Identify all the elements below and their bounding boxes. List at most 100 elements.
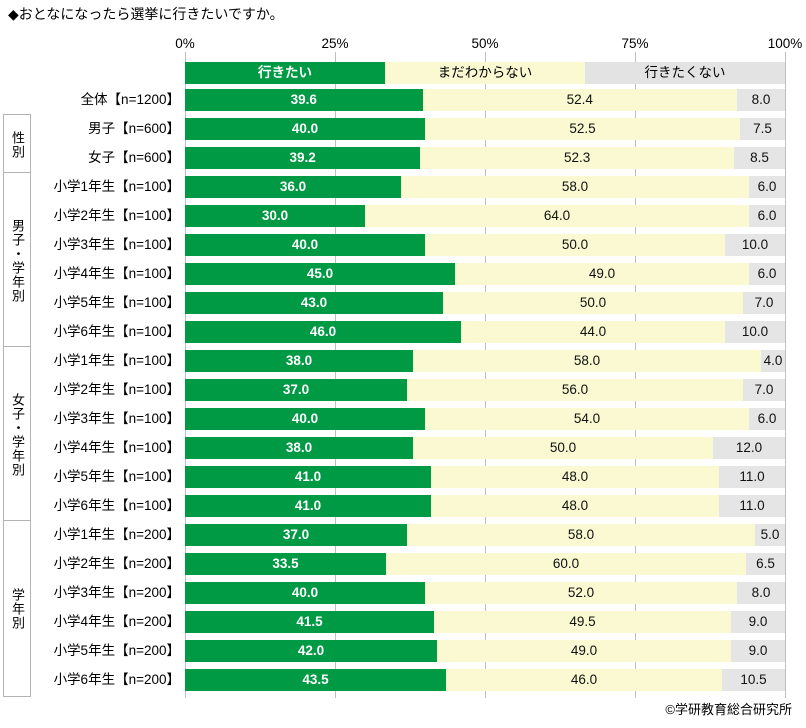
gridline-50 — [485, 52, 486, 698]
bar-segment-2: 11.0 — [719, 495, 785, 517]
bar-value: 10.0 — [741, 237, 769, 252]
bar-segment-1: 49.0 — [437, 640, 731, 662]
bar-value: 6.0 — [757, 208, 777, 223]
bar-value: 6.0 — [757, 411, 777, 426]
bar-segment-1: 44.0 — [461, 321, 725, 343]
group-label-box: 学年別 — [3, 520, 31, 697]
bar-value: 45.0 — [306, 266, 334, 281]
bar-segment-0: 41.5 — [185, 611, 434, 633]
group-label-box: 女子・学年別 — [3, 346, 31, 523]
bar-segment-1: 58.0 — [407, 524, 755, 546]
bar-value: 48.0 — [561, 469, 589, 484]
bar-value: 37.0 — [282, 527, 310, 542]
bar-segment-1: 58.0 — [413, 350, 761, 372]
bar-value: 11.0 — [739, 469, 765, 484]
row-label: 小学2年生【n=100】 — [53, 382, 180, 397]
row-label: 小学3年生【n=100】 — [53, 237, 180, 252]
row-label: 小学5年生【n=100】 — [53, 295, 180, 310]
bar-segment-2: 10.0 — [725, 321, 785, 343]
bar-segment-0: 37.0 — [185, 524, 407, 546]
bar-value: 54.0 — [573, 411, 601, 426]
row-label: 小学3年生【n=200】 — [53, 585, 180, 600]
bar-value: 49.0 — [588, 266, 616, 281]
bar-segment-2: 6.0 — [749, 176, 785, 198]
bar-value: 58.0 — [561, 179, 589, 194]
bar-segment-0: 40.0 — [185, 408, 425, 430]
group-label: 男子・学年別 — [10, 218, 25, 303]
bar-value: 49.5 — [569, 614, 596, 629]
bar-value: 36.0 — [279, 179, 307, 194]
bar-value: 7.0 — [754, 382, 774, 397]
copyright: ©学研教育総合研究所 — [665, 702, 792, 717]
bar-value: 10.0 — [741, 324, 769, 339]
bar-value: 52.4 — [566, 92, 593, 107]
bar-value: 49.0 — [570, 643, 598, 658]
bar-value: 42.0 — [297, 643, 325, 658]
bar-value: 46.0 — [309, 324, 337, 339]
chart-title: ◆おとなになったら選挙に行きたいですか。 — [8, 6, 284, 22]
bar-value: 44.0 — [579, 324, 607, 339]
bar-segment-0: 36.0 — [185, 176, 401, 198]
bar-value: 7.0 — [754, 295, 774, 310]
bar-segment-1: 52.3 — [420, 147, 734, 169]
bar-segment-1: 48.0 — [431, 495, 719, 517]
row-label: 小学6年生【n=100】 — [53, 498, 180, 513]
bar-segment-0: 46.0 — [185, 321, 461, 343]
bar-segment-1: 50.0 — [443, 292, 743, 314]
bar-value: 41.5 — [296, 614, 323, 629]
row-label: 小学1年生【n=100】 — [53, 353, 180, 368]
bar-segment-0: 40.0 — [185, 582, 425, 604]
bar-segment-1: 50.0 — [425, 234, 725, 256]
bar-segment-0: 33.5 — [185, 553, 386, 575]
row-label: 全体【n=1200】 — [80, 92, 180, 107]
bar-value: 41.0 — [294, 498, 322, 513]
bar-segment-0: 40.0 — [185, 118, 425, 140]
bar-value: 39.6 — [290, 92, 317, 107]
bar-value: 58.0 — [567, 527, 595, 542]
bar-segment-1: 52.0 — [425, 582, 737, 604]
bar-value: 8.0 — [751, 92, 771, 107]
bar-value: 40.0 — [291, 237, 319, 252]
bar-value: 60.0 — [552, 556, 580, 571]
bar-value: 43.0 — [300, 295, 328, 310]
row-label: 男子【n=600】 — [88, 121, 180, 136]
bar-segment-0: 43.5 — [185, 669, 446, 691]
bar-segment-1: 50.0 — [413, 437, 713, 459]
bar-segment-2: 9.0 — [731, 640, 785, 662]
legend-item-1: まだわからない — [385, 62, 585, 84]
bar-value: 50.0 — [579, 295, 607, 310]
bar-value: 4.0 — [763, 353, 783, 368]
group-label: 学年別 — [10, 587, 25, 630]
bar-value: 8.0 — [751, 585, 771, 600]
bar-segment-1: 58.0 — [401, 176, 749, 198]
bar-value: 43.5 — [302, 672, 329, 687]
row-label: 小学4年生【n=100】 — [53, 266, 180, 281]
bar-segment-0: 45.0 — [185, 263, 455, 285]
bar-value: 52.3 — [563, 150, 591, 165]
x-axis-tick: 100% — [767, 36, 803, 51]
bar-value: 52.0 — [567, 585, 595, 600]
bar-segment-2: 6.0 — [749, 408, 785, 430]
row-label: 女子【n=600】 — [88, 150, 180, 165]
bar-segment-1: 46.0 — [446, 669, 722, 691]
bar-segment-2: 9.0 — [731, 611, 785, 633]
bar-segment-1: 64.0 — [365, 205, 749, 227]
bar-segment-2: 8.0 — [737, 582, 785, 604]
bar-value: 58.0 — [573, 353, 601, 368]
row-label: 小学1年生【n=200】 — [53, 527, 180, 542]
bar-value: 6.0 — [757, 179, 777, 194]
bar-segment-0: 38.0 — [185, 350, 413, 372]
row-label: 小学4年生【n=100】 — [53, 440, 180, 455]
bar-segment-1: 49.5 — [434, 611, 731, 633]
bar-segment-2: 6.5 — [746, 553, 785, 575]
bar-value: 38.0 — [285, 353, 313, 368]
row-label: 小学5年生【n=200】 — [53, 643, 180, 658]
gridline-25 — [335, 52, 336, 698]
bar-value: 52.5 — [569, 121, 596, 136]
bar-segment-2: 7.5 — [740, 118, 785, 140]
bar-value: 6.0 — [757, 266, 777, 281]
bar-segment-1: 56.0 — [407, 379, 743, 401]
x-axis-tick: 75% — [621, 36, 649, 51]
bar-value: 33.5 — [272, 556, 299, 571]
